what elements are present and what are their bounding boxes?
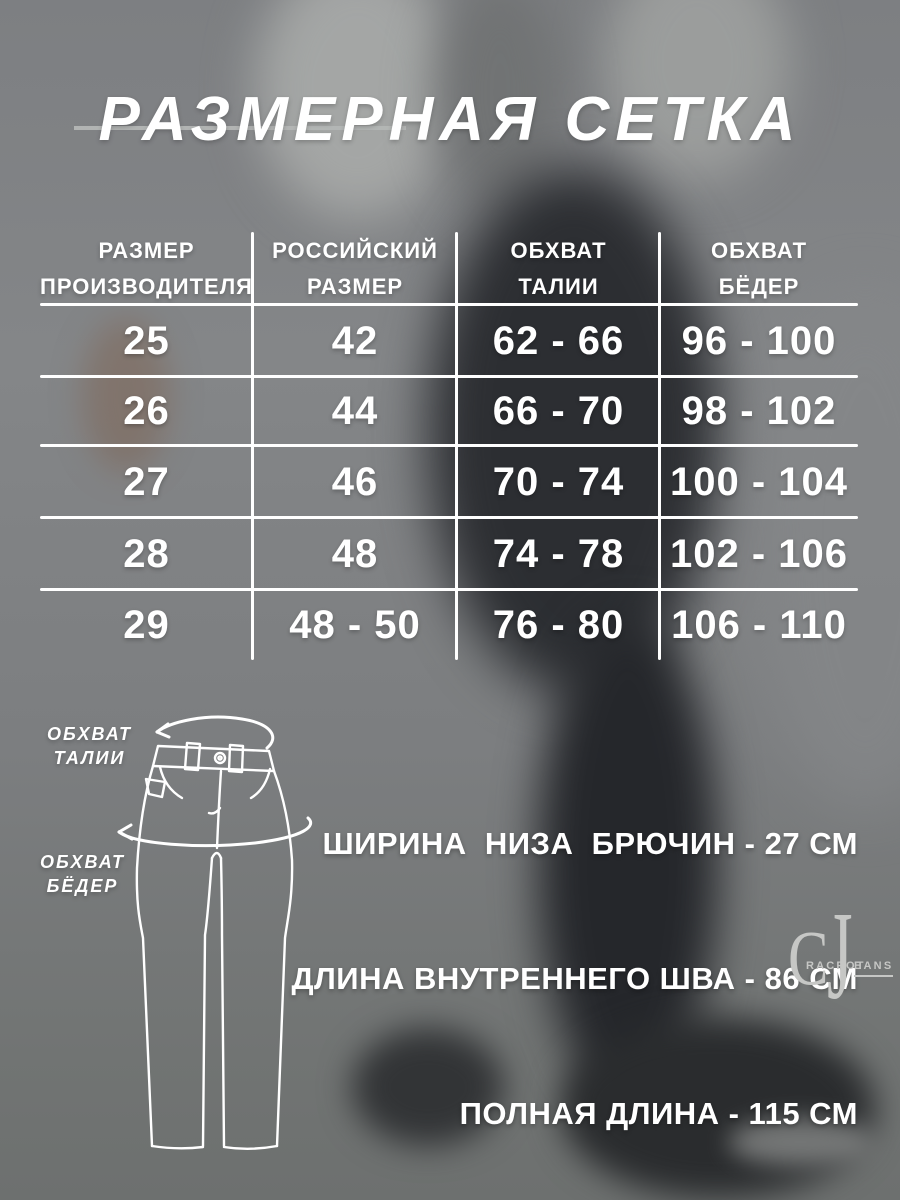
logo-word-racpot: RACPOT <box>806 960 866 972</box>
jeans-crotch <box>210 851 223 860</box>
table-line-vertical <box>455 232 458 660</box>
jeans-belt-loop <box>183 741 202 772</box>
jeans-left-inseam <box>201 856 214 1148</box>
jeans-left-pocket <box>158 765 184 800</box>
header-line: РОССИЙСКИЙ <box>272 237 438 263</box>
jeans-right-hem <box>222 1144 279 1150</box>
jeans-left-outseam <box>135 764 155 1148</box>
table-line-horizontal <box>40 588 858 591</box>
background-hand <box>82 318 170 473</box>
column-header-waist: ОБХВАТ ТАЛИИ <box>457 232 660 305</box>
table-cell: 106 - 110 <box>671 602 847 647</box>
jeans-fly-stitch <box>207 806 222 815</box>
column-header-hips: ОБХВАТ БЁДЕР <box>660 232 858 305</box>
measurement-inseam: ДЛИНА ВНУТРЕННЕГО ШВА - 86 СМ <box>291 961 858 996</box>
waist-circumference-label: ОБХВАТ ТАЛИИ <box>32 722 147 771</box>
logo-word-eans: EANS <box>854 960 894 977</box>
table-cell: 98 - 102 <box>681 389 837 433</box>
background-shirt-light-left <box>255 0 460 220</box>
label-line: ОБХВАТ <box>46 724 132 744</box>
label-line: ОБХВАТ <box>39 852 125 872</box>
jeans-right-outseam <box>272 769 294 1148</box>
background-right-shoe <box>560 1018 875 1198</box>
jeans-waistband <box>151 744 276 773</box>
header-line: ОБХВАТ <box>510 237 607 263</box>
table-cell: 26 <box>123 389 170 433</box>
measurement-full-length: ПОЛНАЯ ДЛИНА - 115 СМ <box>459 1096 858 1131</box>
hips-arrow-icon <box>117 816 313 847</box>
table-cell: 76 - 80 <box>492 602 625 647</box>
jeans-left-hem <box>150 1144 205 1150</box>
waist-arrow-head <box>155 722 171 739</box>
table-line-vertical <box>658 232 661 660</box>
table-cell: 48 <box>331 531 379 576</box>
hips-circumference-label: ОБХВАТ БЁДЕР <box>25 850 140 899</box>
table-line-vertical <box>251 232 254 660</box>
jeans-right-pocket <box>249 767 272 800</box>
header-line: РАЗМЕР <box>98 237 195 263</box>
table-cell: 28 <box>123 531 170 576</box>
measurement-leg-width: ШИРИНА НИЗА БРЮЧИН - 27 СМ <box>322 826 858 861</box>
size-table: РАЗМЕР ПРОИЗВОДИТЕЛЯ РОССИЙСКИЙ РАЗМЕР О… <box>40 232 858 660</box>
column-header-manufacturer-size: РАЗМЕР ПРОИЗВОДИТЕЛЯ <box>40 232 253 305</box>
table-cell: 42 <box>331 318 379 363</box>
brand-logo: C J RACPOT EANS <box>780 894 900 1025</box>
hips-arrow-head <box>117 823 134 841</box>
title-strike-line <box>74 126 406 130</box>
table-cell: 48 - 50 <box>289 602 421 647</box>
header-line: ОБХВАТ <box>710 237 808 263</box>
jeans-fly-seam <box>215 769 223 850</box>
label-line: ТАЛИИ <box>53 748 126 769</box>
table-cell: 29 <box>123 602 170 647</box>
measurements-block: ШИРИНА НИЗА БРЮЧИН - 27 СМ ДЛИНА ВНУТРЕН… <box>291 731 858 1200</box>
header-line: ТАЛИИ <box>518 273 599 299</box>
table-cell: 100 - 104 <box>669 459 849 504</box>
table-cell: 62 - 66 <box>492 318 625 363</box>
jeans-coin-pocket <box>144 777 167 799</box>
table-line-horizontal <box>40 516 858 519</box>
table-line-horizontal <box>40 444 858 447</box>
table-cell: 74 - 78 <box>492 531 625 576</box>
background-shirt-light-right <box>605 0 790 180</box>
table-cell: 102 - 106 <box>669 531 849 576</box>
jeans-outline-icon <box>117 715 313 1150</box>
table-cell: 46 <box>331 459 379 504</box>
table-cell: 25 <box>123 318 170 363</box>
header-line: РАЗМЕР <box>306 273 404 299</box>
background-left-shoe <box>352 1028 504 1146</box>
logo-letter-c: C <box>788 914 829 1001</box>
label-line: БЁДЕР <box>46 876 119 897</box>
jeans-button <box>213 751 227 765</box>
table-cell: 96 - 100 <box>681 318 837 363</box>
waist-arrow-icon <box>155 715 275 750</box>
table-cell: 27 <box>123 459 170 504</box>
jeans-button-hole <box>217 755 223 761</box>
jeans-belt-loop <box>227 743 245 774</box>
jeans-right-inseam <box>219 856 226 1148</box>
size-table-grid: РАЗМЕР ПРОИЗВОДИТЕЛЯ РОССИЙСКИЙ РАЗМЕР О… <box>40 232 858 660</box>
logo-letter-j: J <box>827 887 853 1026</box>
table-line-horizontal <box>40 303 858 306</box>
header-line: БЁДЕР <box>718 273 800 299</box>
table-line-horizontal <box>40 375 858 378</box>
column-header-russian-size: РОССИЙСКИЙ РАЗМЕР <box>253 232 457 305</box>
table-cell: 66 - 70 <box>492 389 625 433</box>
background-shoe-sole <box>728 1118 873 1166</box>
page-title: РАЗМЕРНАЯ СЕТКА <box>98 85 802 154</box>
table-cell: 44 <box>331 389 379 433</box>
header-line: ПРОИЗВОДИТЕЛЯ <box>40 273 253 299</box>
background-dark-jacket <box>428 168 720 693</box>
table-cell: 70 - 74 <box>492 459 625 504</box>
